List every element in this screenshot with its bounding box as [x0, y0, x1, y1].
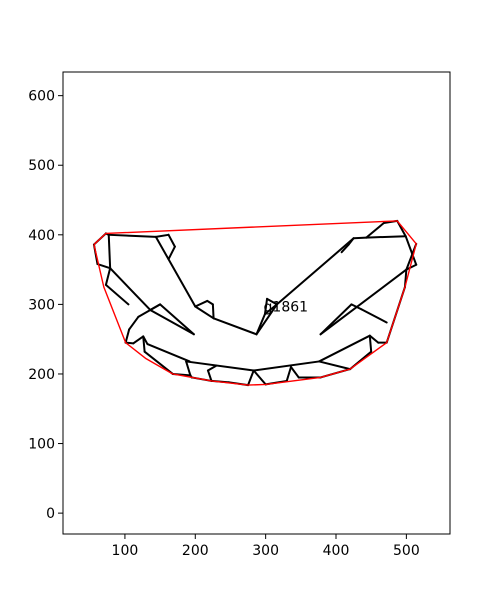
- mesh-edge: [154, 233, 170, 238]
- mesh-edge: [185, 360, 255, 372]
- mesh-edge: [149, 308, 195, 336]
- mesh-edge: [365, 235, 407, 239]
- mesh-edge: [143, 350, 174, 375]
- mesh-edge: [107, 233, 112, 270]
- y-axis: 0 100 200 300 400 500 600: [28, 89, 63, 522]
- mesh-edge: [211, 303, 215, 320]
- mesh-edge: [167, 233, 176, 248]
- mesh-edge: [146, 343, 191, 363]
- hull-outline: [93, 220, 417, 386]
- y-tick-label: 100: [28, 437, 55, 453]
- plot-area-frame: [62, 71, 451, 535]
- mesh-edge: [109, 267, 152, 311]
- mesh-edge: [185, 360, 192, 377]
- mesh-edge: [104, 283, 130, 306]
- mesh-edge: [96, 263, 112, 270]
- mesh-label-annotation: g1861: [264, 299, 309, 315]
- mesh-edge: [206, 369, 213, 382]
- mesh-edge: [365, 221, 385, 239]
- mesh-edges: [92, 219, 418, 387]
- mesh-edge: [212, 317, 258, 336]
- mesh-edge: [252, 360, 321, 372]
- mesh-edge: [194, 299, 209, 308]
- mesh-edge: [318, 360, 352, 371]
- convex-hull-layer: [93, 220, 417, 386]
- mesh-edge: [368, 334, 380, 344]
- x-tick-label: 300: [252, 543, 279, 559]
- mesh-edge: [255, 303, 278, 336]
- mesh-edge: [263, 303, 278, 316]
- y-tick-label: 500: [28, 158, 55, 174]
- mesh-edge: [360, 308, 388, 324]
- mesh-edge: [124, 328, 131, 344]
- mesh-edge: [107, 233, 157, 238]
- mesh-edge: [159, 303, 195, 336]
- mesh-edge: [137, 303, 162, 318]
- mesh-edge: [104, 267, 112, 286]
- mesh-edge: [352, 236, 368, 240]
- mesh-edge: [142, 335, 146, 353]
- mesh-edge: [132, 335, 145, 345]
- mesh-edge: [368, 334, 373, 353]
- y-tick-label: 300: [28, 297, 55, 313]
- mesh-edge: [405, 263, 418, 271]
- mesh-edge: [275, 237, 355, 306]
- mesh-edge: [206, 299, 214, 306]
- mesh-edge: [263, 297, 269, 316]
- mesh-edge: [340, 243, 350, 254]
- mesh-edge: [404, 235, 418, 266]
- x-tick-label: 500: [393, 543, 420, 559]
- mesh-edge: [319, 268, 408, 336]
- x-tick-label: 100: [112, 543, 139, 559]
- x-axis: 100 200 300 400 500: [112, 534, 420, 559]
- mesh-edge: [255, 313, 266, 336]
- mesh-edge: [285, 366, 292, 382]
- mesh-edge: [124, 341, 135, 345]
- y-tick-label: 400: [28, 228, 55, 244]
- y-tick-label: 0: [46, 506, 55, 522]
- mesh-edge: [252, 369, 267, 386]
- x-tick-label: 200: [182, 543, 209, 559]
- x-tick-label: 400: [323, 543, 350, 559]
- mesh-edge: [154, 235, 197, 308]
- mesh-edge: [206, 364, 218, 372]
- mesh-edge: [247, 369, 255, 387]
- mesh-edge: [318, 334, 371, 363]
- mesh-edge: [289, 366, 300, 379]
- y-tick-label: 200: [28, 367, 55, 383]
- mesh-edge: [167, 245, 176, 261]
- mesh-edge: [128, 315, 140, 331]
- mesh-edge: [194, 305, 215, 320]
- mesh-edge: [266, 297, 278, 306]
- y-tick-label: 600: [28, 89, 55, 105]
